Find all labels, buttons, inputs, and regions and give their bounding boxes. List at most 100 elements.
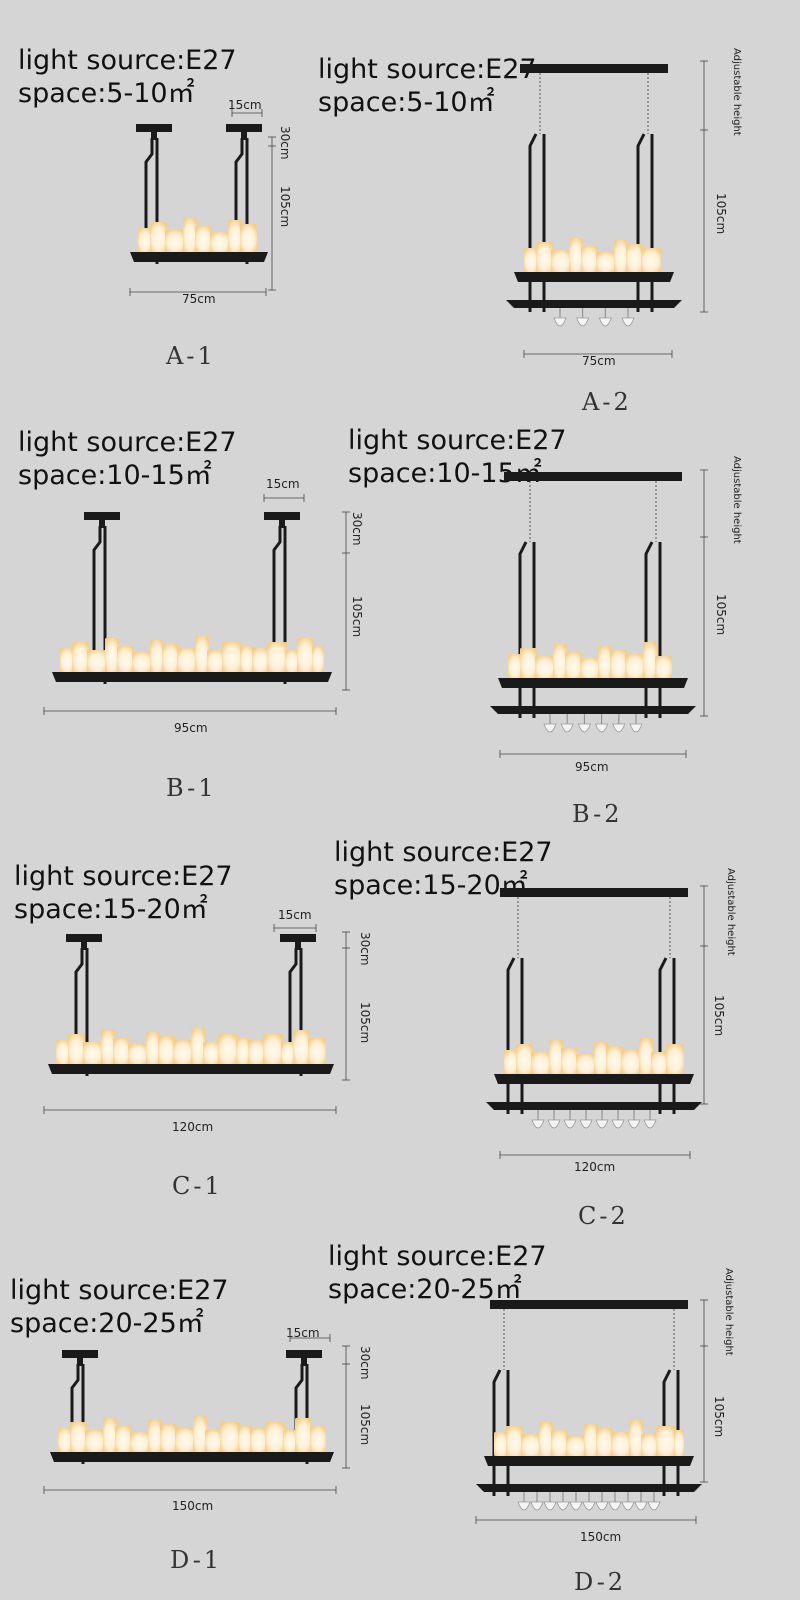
space-text: space:15-20㎡ (334, 870, 528, 901)
candle (183, 218, 197, 252)
candle (580, 658, 600, 678)
candle (205, 1430, 222, 1452)
ceiling-mount (66, 934, 102, 942)
model-c1-specs: light source:E27 space:15-20㎡ (14, 860, 233, 926)
wine-glass (621, 1501, 635, 1511)
candle (674, 1430, 684, 1456)
candle (606, 1046, 623, 1074)
width-dimension-label: 75cm (182, 292, 216, 306)
candle (103, 1418, 117, 1452)
candle (651, 1052, 668, 1074)
candle (177, 648, 197, 672)
light-source-text: light source:E27 (328, 1241, 547, 1272)
width-dimension-label: 150cm (580, 1530, 622, 1544)
wine-glass (621, 317, 635, 327)
candle (594, 1042, 608, 1074)
candle (150, 222, 167, 252)
wine-glass (556, 1501, 570, 1511)
glass-rack (490, 706, 696, 714)
candle (218, 1034, 238, 1064)
ceiling-mount (264, 512, 300, 520)
wine-glass (647, 1501, 661, 1511)
candle (128, 1044, 148, 1064)
candle (312, 646, 324, 672)
space-text: space:15-20㎡ (14, 894, 208, 925)
candle (581, 246, 598, 272)
candle (203, 1042, 220, 1064)
canopy-dimension-label: 15cm (228, 98, 262, 112)
glass-rack (486, 1102, 702, 1110)
candle (566, 1436, 586, 1456)
hanging-rod (144, 138, 154, 262)
hanging-rod (272, 526, 282, 682)
candle-tray (484, 1456, 694, 1466)
candle-tray (52, 672, 332, 682)
light-source-text: light source:E27 (318, 54, 537, 85)
candle (238, 1426, 252, 1452)
candle (639, 1038, 653, 1074)
width-dimension-label: 120cm (574, 1160, 616, 1174)
candle (641, 248, 661, 272)
candle (494, 1432, 508, 1456)
light-source-text: light source:E27 (14, 861, 233, 892)
hanging-rod (518, 541, 528, 718)
candle (520, 648, 537, 678)
wine-glass (577, 723, 591, 733)
candle (283, 1430, 297, 1452)
candle (569, 238, 583, 272)
light-source-text: light source:E27 (10, 1275, 229, 1306)
candle (132, 652, 152, 672)
space-text: space:20-25㎡ (328, 1274, 522, 1305)
candle-tray (514, 272, 674, 282)
candle (643, 642, 657, 678)
candle (191, 1028, 205, 1064)
wine-glass (579, 1119, 593, 1129)
candle (117, 646, 134, 672)
mount-stem (295, 942, 301, 950)
candle (250, 1428, 267, 1452)
candle (265, 1422, 285, 1452)
model-d1-specs: light source:E27 space:20-25㎡ (10, 1274, 229, 1340)
model-code: C-1 (172, 1172, 223, 1200)
candle (281, 1042, 295, 1064)
candle (228, 220, 242, 252)
candle (113, 1038, 130, 1064)
candle (629, 1420, 643, 1456)
candle (150, 640, 164, 672)
wine-glass (629, 723, 643, 733)
candle (536, 242, 553, 272)
candle (531, 1052, 551, 1074)
wine-glass (547, 1119, 561, 1129)
width-dimension-label: 150cm (172, 1499, 214, 1513)
model-code: A-2 (582, 388, 632, 416)
wine-glass (627, 1119, 641, 1129)
candle (146, 1032, 160, 1064)
candle (641, 1434, 658, 1456)
width-dimension-label: 120cm (172, 1120, 214, 1134)
candle (549, 1040, 563, 1074)
candle-tray (498, 678, 688, 688)
mount-stem (301, 1358, 307, 1366)
candle (596, 1428, 613, 1456)
candle (263, 1034, 283, 1064)
model-code: C-2 (578, 1202, 629, 1230)
wine-glass (611, 1119, 625, 1129)
candle (293, 1030, 310, 1064)
hanging-rod (506, 957, 516, 1114)
width-dimension-label: 75cm (582, 354, 616, 368)
candle (310, 1426, 326, 1452)
candle (666, 1044, 684, 1074)
candle (576, 1054, 596, 1074)
candle (625, 654, 645, 678)
hanging-rod (644, 541, 654, 718)
candle (158, 1036, 175, 1064)
glass-rack (506, 300, 682, 308)
wine-glass (543, 723, 557, 733)
glass-rack (476, 1484, 702, 1492)
light-source-text: light source:E27 (348, 425, 567, 456)
candle (148, 1420, 162, 1452)
candle (610, 650, 627, 678)
model-code: A-1 (166, 342, 216, 370)
ceiling-mount (136, 124, 172, 132)
